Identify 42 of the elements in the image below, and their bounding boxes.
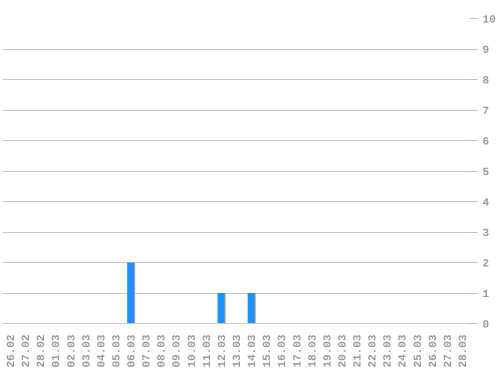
x-tick-label: 16.03 — [277, 334, 290, 368]
x-tick-label: 09.03 — [172, 334, 184, 368]
x-tick-label: 14.03 — [247, 334, 260, 368]
y-tick-label: 6 — [482, 136, 490, 148]
x-tick-label: 08.03 — [156, 334, 169, 368]
y-tick-label: 3 — [482, 228, 490, 240]
y-tick-label: 1 — [482, 289, 490, 301]
y-tick-label: 10 — [482, 14, 496, 26]
x-tick-label: 27.03 — [442, 334, 455, 368]
x-tick-label: 07.03 — [142, 334, 154, 368]
x-tick-label: 27.02 — [21, 334, 34, 368]
x-tick-label: 28.02 — [36, 334, 48, 368]
x-tick-label: 10.03 — [186, 334, 199, 368]
x-tick-label: 13.03 — [232, 334, 244, 368]
x-tick-label: 02.03 — [66, 334, 78, 368]
x-tick-label: 26.03 — [428, 334, 440, 368]
x-tick-label: 03.03 — [81, 334, 94, 368]
y-tick-label: 9 — [482, 45, 490, 57]
x-tick-label: 24.03 — [398, 334, 410, 368]
x-tick-label: 01.03 — [51, 334, 64, 368]
y-tick-label: 2 — [482, 258, 490, 270]
x-tick-label: 25.03 — [412, 334, 425, 368]
x-tick-label: 11.03 — [202, 334, 214, 368]
x-tick-label: 20.03 — [337, 334, 350, 368]
x-tick-label: 17.03 — [292, 334, 304, 368]
x-tick-label: 22.03 — [368, 334, 380, 368]
x-tick-label: 04.03 — [96, 334, 108, 368]
y-tick-label: 0 — [482, 320, 490, 332]
x-tick-label: 23.03 — [382, 334, 395, 368]
y-tick-label: 8 — [482, 76, 490, 88]
y-tick-label: 4 — [482, 198, 490, 210]
x-tick-label: 19.03 — [322, 334, 334, 368]
x-tick-label: 28.03 — [458, 334, 470, 368]
x-tick-label: 26.02 — [6, 334, 18, 368]
y-tick-label: 5 — [482, 167, 490, 179]
x-tick-label: 18.03 — [307, 334, 320, 368]
x-tick-label: 21.03 — [352, 334, 365, 368]
y-tick-label: 7 — [482, 106, 490, 118]
x-tick-label: 06.03 — [126, 334, 139, 368]
x-tick-label: 05.03 — [111, 334, 124, 368]
x-tick-label: 12.03 — [216, 334, 229, 368]
x-tick-label: 15.03 — [262, 334, 274, 368]
